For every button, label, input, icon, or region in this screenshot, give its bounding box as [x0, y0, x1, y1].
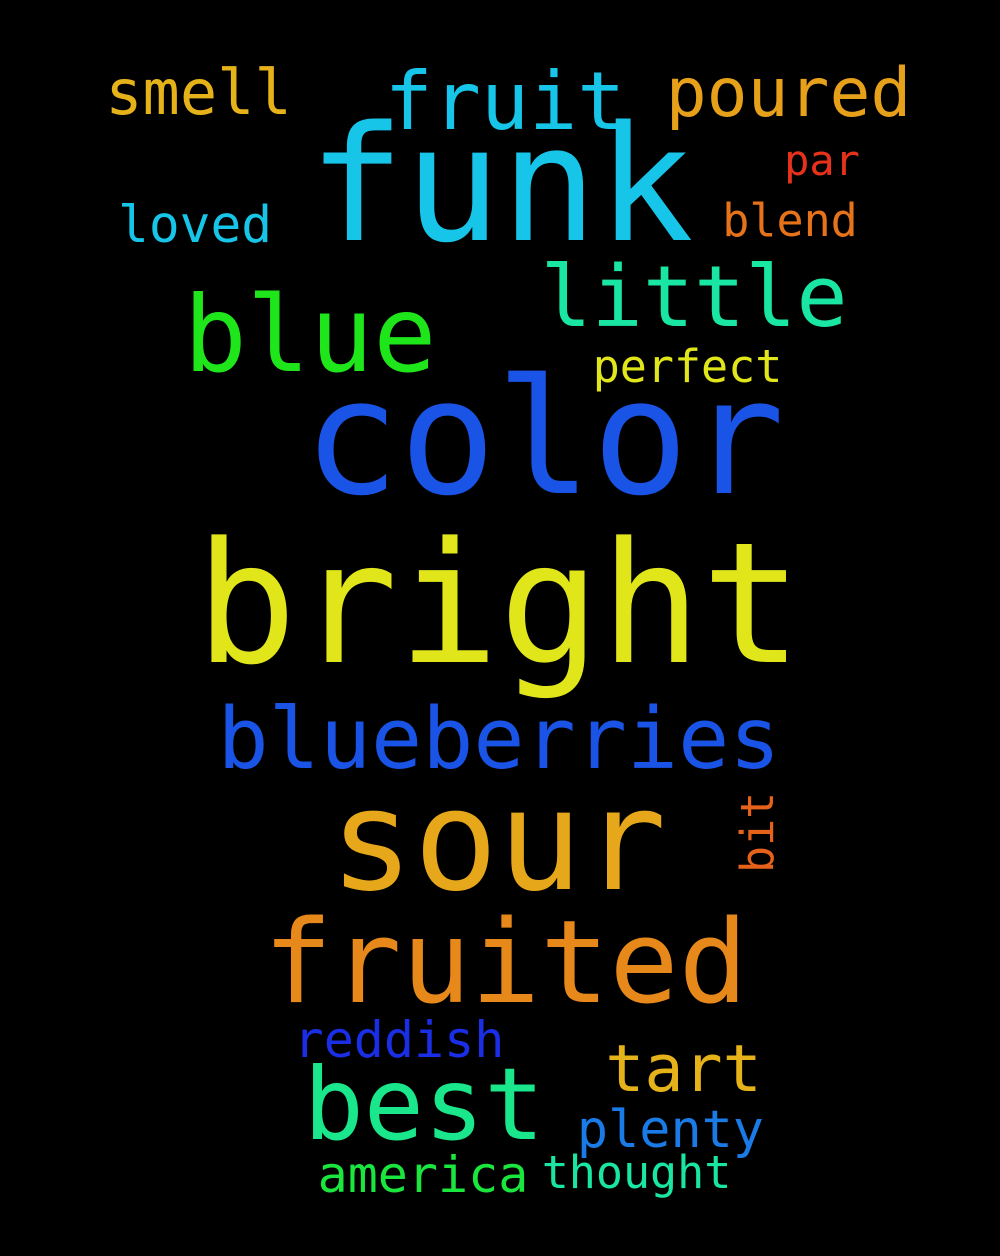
word-little: little [540, 248, 848, 347]
word-par: par [784, 136, 860, 185]
word-reddish: reddish [293, 1011, 505, 1069]
word-loved: loved [118, 195, 273, 256]
word-plenty: plenty [576, 1099, 764, 1160]
word-thought: thought [541, 1146, 732, 1199]
word-perfect: perfect [592, 340, 783, 393]
word-blue: blue [183, 274, 437, 396]
word-best: best [303, 1046, 545, 1163]
word-color: color [303, 344, 785, 531]
word-fruited: fruited [263, 896, 748, 1030]
word-sour: sour [329, 760, 667, 923]
word-funk: funk [308, 91, 694, 278]
word-bit: bit [731, 791, 784, 874]
word-poured: poured [665, 54, 912, 133]
word-blueberries: blueberries [217, 690, 781, 789]
word-blend: blend [722, 194, 858, 247]
word-smell: smell [105, 56, 292, 129]
word-bright: bright [195, 506, 803, 702]
word-tart: tart [605, 1032, 762, 1107]
word-fruit: fruit [384, 55, 626, 148]
word-america: america [317, 1146, 529, 1204]
